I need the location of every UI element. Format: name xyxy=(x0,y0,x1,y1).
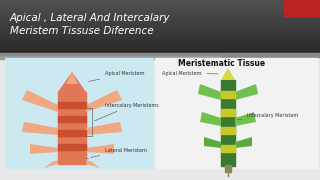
Bar xyxy=(0,27,320,28)
Text: Apical , Lateral And Intercalary: Apical , Lateral And Intercalary xyxy=(10,13,171,23)
Bar xyxy=(0,44,320,45)
Polygon shape xyxy=(204,137,221,148)
Bar xyxy=(0,39,320,40)
Bar xyxy=(0,16,320,17)
Text: Intercalary Meristems: Intercalary Meristems xyxy=(94,102,159,121)
Polygon shape xyxy=(86,160,100,168)
Bar xyxy=(0,46,320,47)
Bar xyxy=(0,20,320,21)
Bar xyxy=(0,47,320,48)
Text: Intercalary Meristem: Intercalary Meristem xyxy=(238,112,298,120)
Bar xyxy=(0,22,320,23)
Polygon shape xyxy=(22,122,58,135)
Bar xyxy=(221,109,235,116)
Bar xyxy=(155,58,317,168)
Bar xyxy=(0,21,320,22)
Bar xyxy=(58,92,86,164)
Bar xyxy=(5,58,153,168)
Bar xyxy=(0,4,320,5)
Bar xyxy=(0,5,320,6)
Polygon shape xyxy=(198,84,221,100)
Bar xyxy=(58,144,86,150)
Bar xyxy=(0,18,320,19)
Polygon shape xyxy=(221,68,235,80)
Polygon shape xyxy=(22,90,58,112)
Bar xyxy=(0,26,320,27)
Bar xyxy=(0,40,320,41)
Bar xyxy=(0,19,320,20)
Bar xyxy=(0,24,320,25)
Bar xyxy=(0,9,320,10)
Bar xyxy=(0,53,320,54)
Polygon shape xyxy=(86,90,122,112)
Bar xyxy=(221,91,235,98)
Bar xyxy=(0,2,320,3)
Bar xyxy=(0,37,320,38)
Bar xyxy=(0,52,320,53)
Bar xyxy=(284,0,320,16)
Polygon shape xyxy=(235,137,252,148)
Bar xyxy=(0,23,320,24)
Bar xyxy=(58,130,86,136)
Polygon shape xyxy=(200,112,221,126)
Bar xyxy=(221,145,235,152)
Polygon shape xyxy=(58,72,86,92)
Bar xyxy=(0,56,220,59)
Bar xyxy=(0,33,320,34)
Bar xyxy=(0,11,320,12)
Bar xyxy=(0,0,320,1)
Bar xyxy=(0,7,320,8)
Bar xyxy=(0,38,320,39)
Text: Lateral Meristem: Lateral Meristem xyxy=(91,147,147,158)
Bar xyxy=(0,17,320,18)
Bar xyxy=(0,32,320,33)
Bar xyxy=(0,1,320,2)
Bar xyxy=(0,41,320,42)
Bar xyxy=(0,42,320,43)
Bar xyxy=(0,15,320,16)
Bar xyxy=(0,49,320,50)
Bar xyxy=(0,43,320,44)
Bar xyxy=(0,12,320,13)
Bar xyxy=(0,3,320,4)
Text: Apical Meristem: Apical Meristem xyxy=(162,71,218,75)
Bar xyxy=(0,31,320,32)
Polygon shape xyxy=(235,84,258,100)
Text: Apical Meristem: Apical Meristem xyxy=(89,71,145,81)
Bar xyxy=(0,25,320,26)
Bar xyxy=(0,51,320,52)
Bar xyxy=(0,6,320,7)
Polygon shape xyxy=(86,144,114,154)
Bar xyxy=(225,165,231,172)
Bar xyxy=(221,80,235,166)
Bar xyxy=(0,50,320,51)
Bar xyxy=(0,48,320,49)
Bar xyxy=(0,35,320,36)
Polygon shape xyxy=(86,122,122,135)
Text: Meristematic Tissue: Meristematic Tissue xyxy=(178,60,265,69)
Bar xyxy=(0,29,320,30)
Bar xyxy=(0,53,320,57)
Bar xyxy=(0,36,320,37)
Bar xyxy=(0,10,320,11)
Bar xyxy=(0,13,320,14)
Bar xyxy=(0,45,320,46)
Bar xyxy=(0,34,320,35)
Bar xyxy=(221,127,235,134)
Bar xyxy=(0,54,320,55)
Bar xyxy=(0,30,320,31)
Bar xyxy=(0,14,320,15)
Polygon shape xyxy=(44,160,58,168)
Bar xyxy=(0,8,320,9)
Bar xyxy=(0,28,320,29)
Polygon shape xyxy=(66,72,78,84)
Bar xyxy=(58,102,86,108)
Text: Meristem Tissuse Diference: Meristem Tissuse Diference xyxy=(10,26,154,36)
Polygon shape xyxy=(30,144,58,154)
Polygon shape xyxy=(235,112,256,126)
Bar xyxy=(58,116,86,122)
